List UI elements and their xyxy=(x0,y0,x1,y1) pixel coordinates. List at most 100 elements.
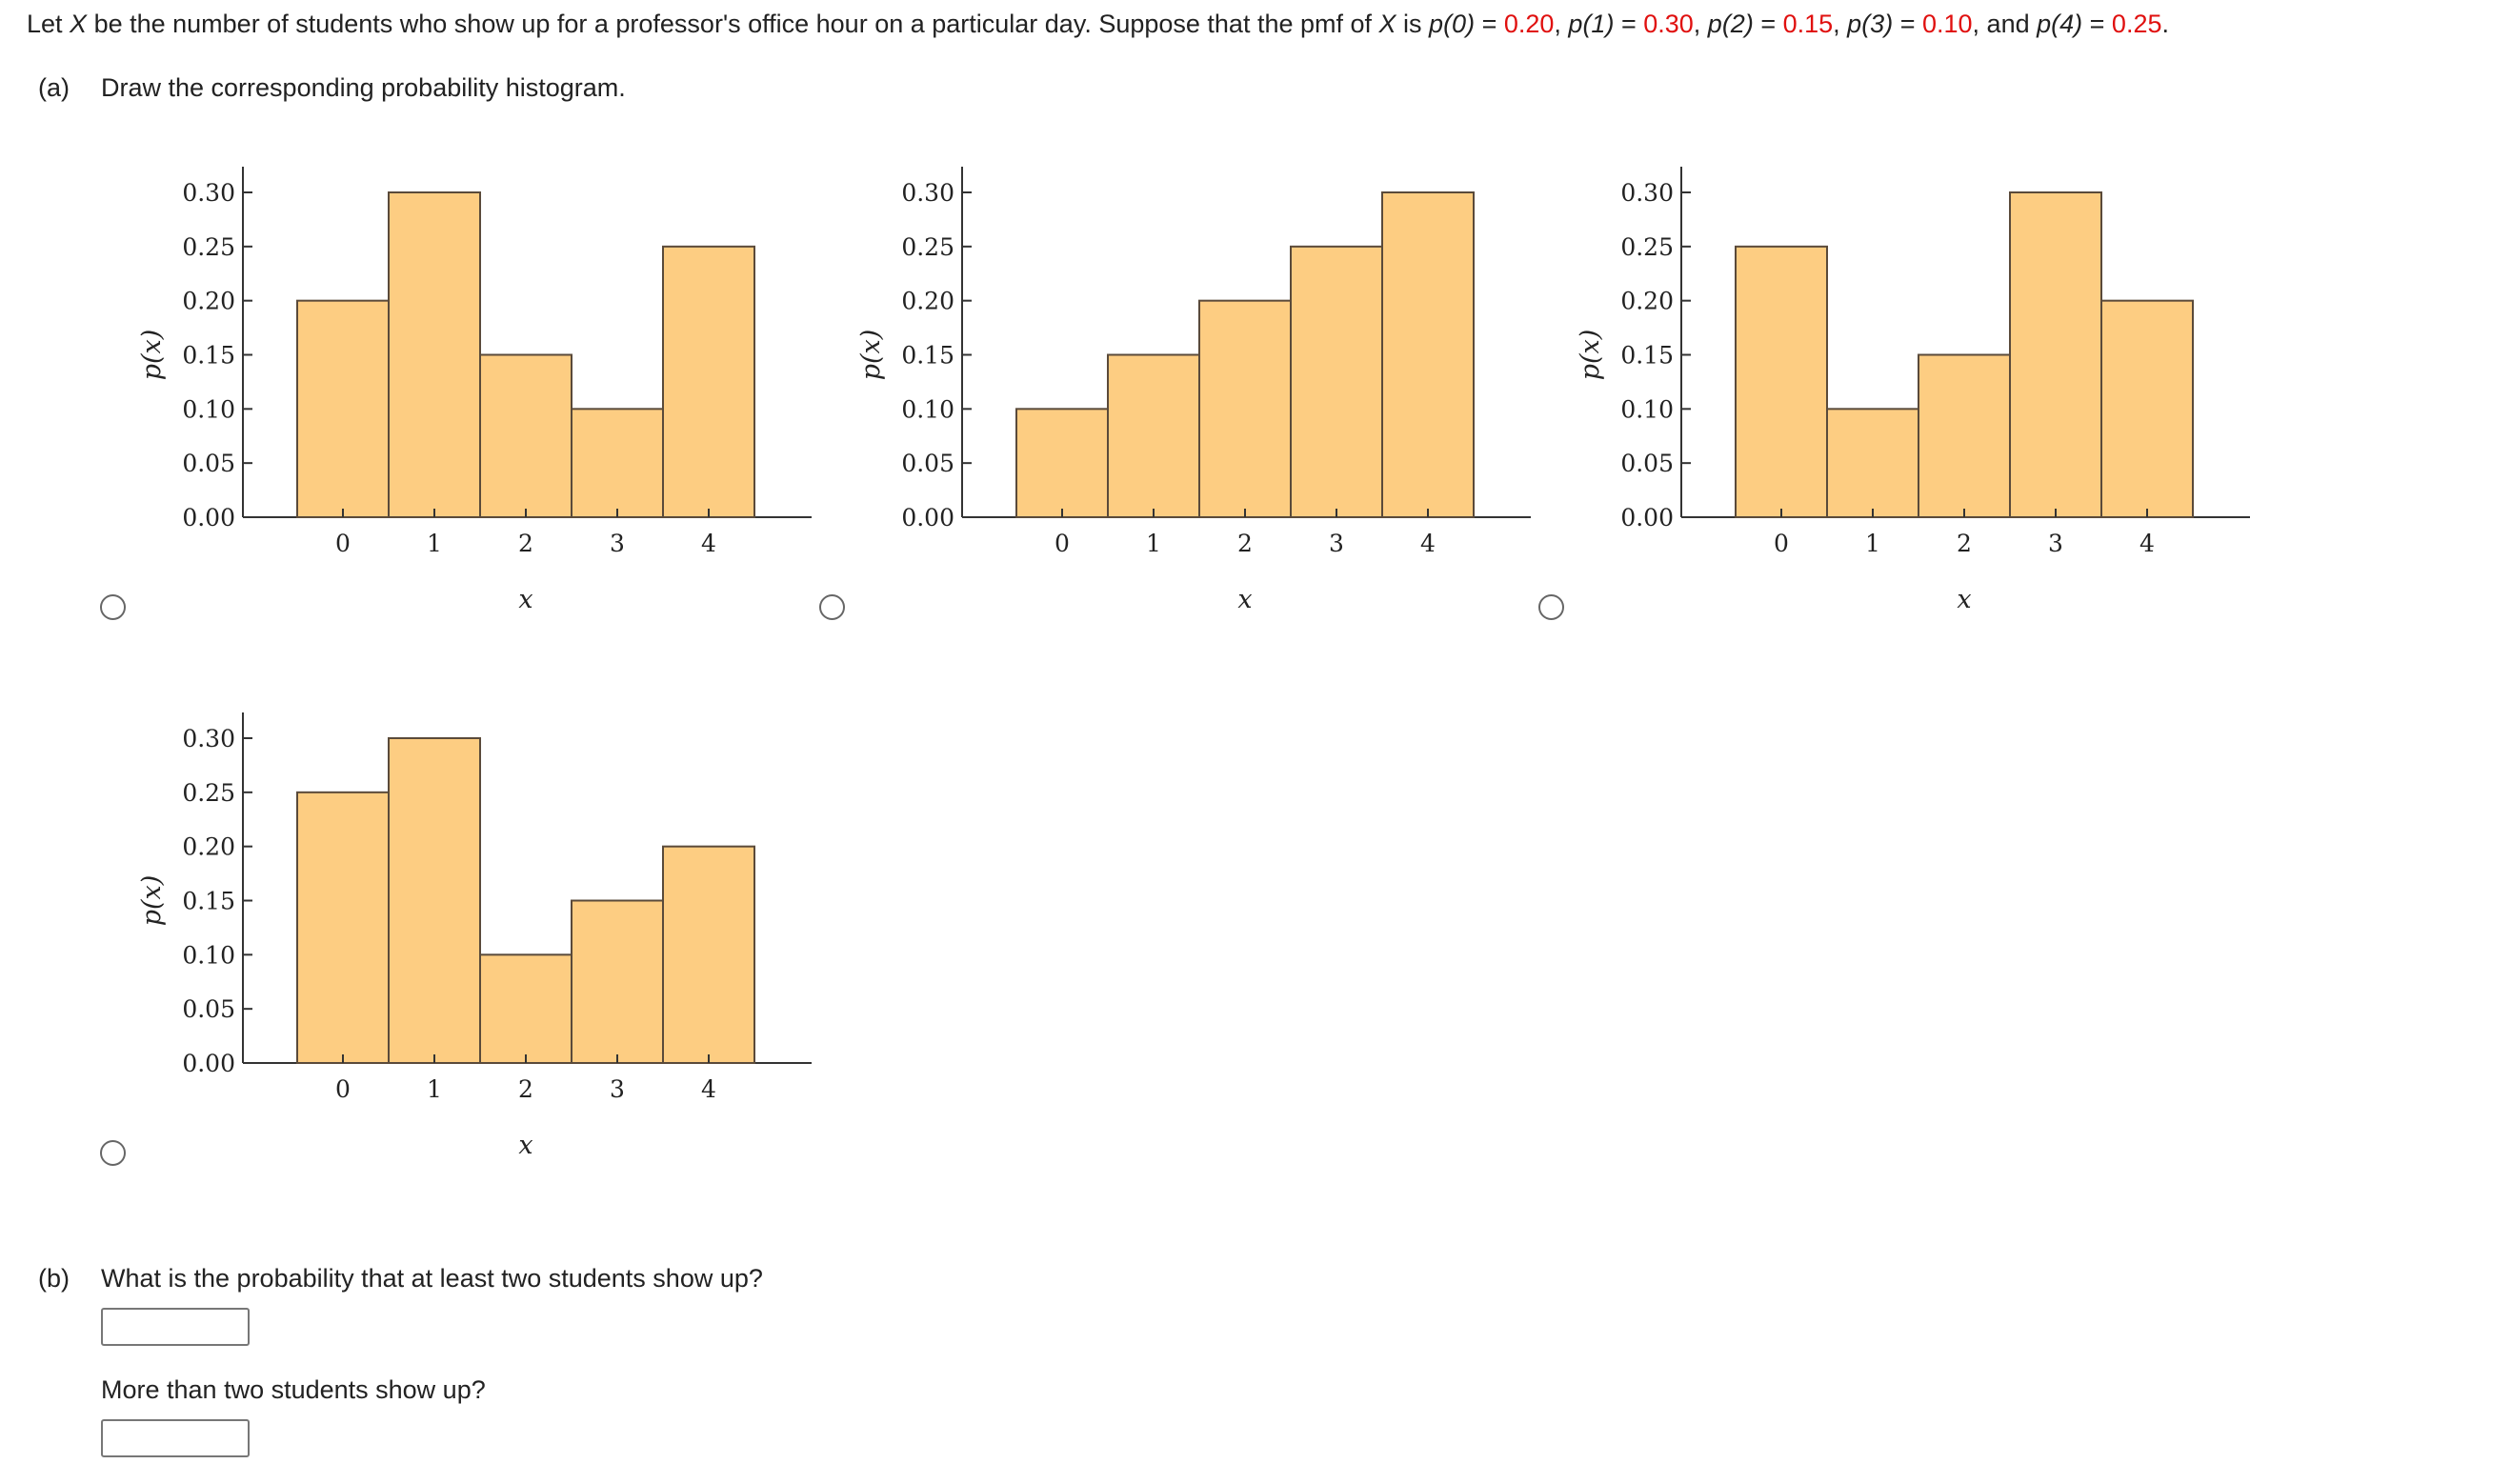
pmf-0: p(0) = 0.20, xyxy=(1429,10,1569,38)
y-tick-label: 0.20 xyxy=(1620,288,1674,315)
y-tick-label: 0.15 xyxy=(901,342,954,370)
x-tick-label: 3 xyxy=(1329,530,1344,557)
y-tick-label: 0.25 xyxy=(901,233,954,261)
x-tick-label: 3 xyxy=(610,530,625,557)
y-tick-label: 0.00 xyxy=(182,504,235,531)
histogram-bar xyxy=(662,245,755,518)
y-tick-label: 0.30 xyxy=(1620,179,1674,207)
y-axis-label: p(x) xyxy=(856,330,886,381)
and-word: and xyxy=(1986,10,2030,38)
histogram-bar xyxy=(1381,191,1475,518)
y-tick-label: 0.30 xyxy=(901,179,954,207)
answer-at-least-two-input[interactable] xyxy=(101,1308,250,1346)
y-tick-label: 0.30 xyxy=(182,179,235,207)
x-tick-label: 1 xyxy=(427,530,442,557)
histogram-bar xyxy=(1107,353,1200,518)
x-tick-label: 2 xyxy=(1237,530,1253,557)
intro-text: Let xyxy=(27,10,70,38)
var-x: X xyxy=(70,10,88,38)
x-tick-label: 0 xyxy=(1774,530,1789,557)
histogram-option-2: 0.00 0.05 0.10 0.15 0.20 0.25 0.30 0 1 2 3 4 x p(x) xyxy=(853,157,1538,633)
histogram-bar xyxy=(479,353,573,518)
y-tick-label: 0.30 xyxy=(182,725,235,752)
x-tick-label: 0 xyxy=(335,530,351,557)
x-tick-label: 1 xyxy=(1146,530,1161,557)
pmf-3: p(3) = 0.10, and xyxy=(1847,10,2030,38)
histogram-bar xyxy=(1198,299,1292,518)
part-b-label: (b) xyxy=(38,1264,70,1293)
y-axis-label: p(x) xyxy=(137,330,167,381)
part-a-text: Draw the corresponding probability histo… xyxy=(101,73,626,102)
y-tick-label: 0.05 xyxy=(182,995,235,1023)
answer-more-than-two-input[interactable] xyxy=(101,1419,250,1457)
histogram-bar xyxy=(571,408,664,519)
y-tick-label: 0.05 xyxy=(182,450,235,477)
y-tick-label: 0.10 xyxy=(901,395,954,423)
y-tick-label: 0.05 xyxy=(901,450,954,477)
x-tick-label: 2 xyxy=(1957,530,1972,557)
radio-option-1[interactable] xyxy=(100,594,126,620)
y-tick-label: 0.15 xyxy=(1620,342,1674,370)
histogram-bar xyxy=(571,899,664,1064)
y-axis-label: p(x) xyxy=(1576,330,1605,381)
histogram-svg-1: 0.00 0.05 0.10 0.15 0.20 0.25 0.30 0 1 2 3 4 x p(x) xyxy=(137,167,812,614)
x-tick-label: 4 xyxy=(1420,530,1436,557)
pmf-2: p(2) = 0.15, xyxy=(1707,10,1848,38)
histogram-svg-2: 0.00 0.05 0.10 0.15 0.20 0.25 0.30 0 1 2 3 4 x p(x) xyxy=(856,167,1531,614)
part-a-label: (a) xyxy=(38,73,70,102)
y-tick-label: 0.25 xyxy=(182,233,235,261)
part-b: (b) What is the probability that at least… xyxy=(38,1264,763,1293)
histogram-bar xyxy=(1735,245,1828,518)
pmf-1: p(1) = 0.30, xyxy=(1568,10,1708,38)
x-tick-label: 2 xyxy=(518,530,533,557)
x-tick-label: 0 xyxy=(1055,530,1070,557)
y-tick-label: 0.10 xyxy=(182,941,235,969)
x-axis-label: x xyxy=(1957,585,1971,614)
histogram-option-1: 0.00 0.05 0.10 0.15 0.20 0.25 0.30 0 1 2 3 4 x p(x) xyxy=(133,157,819,633)
x-tick-label: 0 xyxy=(335,1075,351,1103)
part-a: (a) Draw the corresponding probability hi… xyxy=(38,73,626,103)
y-tick-label: 0.05 xyxy=(1620,450,1674,477)
y-tick-label: 0.00 xyxy=(901,504,954,531)
radio-option-2[interactable] xyxy=(819,594,845,620)
histogram-bar xyxy=(479,953,573,1065)
histogram-bar xyxy=(388,737,481,1064)
x-tick-label: 2 xyxy=(518,1075,533,1103)
y-axis-label: p(x) xyxy=(137,875,167,927)
histogram-bar xyxy=(296,791,390,1064)
intro-text-3: is xyxy=(1396,10,1430,38)
y-tick-label: 0.25 xyxy=(182,779,235,807)
y-tick-label: 0.10 xyxy=(1620,395,1674,423)
x-axis-label: x xyxy=(1237,585,1252,614)
x-tick-label: 4 xyxy=(701,1075,716,1103)
x-tick-label: 3 xyxy=(610,1075,625,1103)
histogram-bar xyxy=(388,191,481,518)
y-tick-label: 0.15 xyxy=(182,342,235,370)
histogram-bar xyxy=(662,845,755,1064)
pmf-4: p(4) = 0.25. xyxy=(2037,10,2169,38)
problem-statement: Let X be the number of students who show… xyxy=(27,10,2169,39)
radio-option-4[interactable] xyxy=(100,1140,126,1166)
histogram-bar xyxy=(1015,408,1109,519)
histogram-bar xyxy=(2100,299,2194,518)
histogram-bar xyxy=(2009,191,2102,518)
y-tick-label: 0.20 xyxy=(182,288,235,315)
histogram-option-3: 0.00 0.05 0.10 0.15 0.20 0.25 0.30 0 1 2 3 4 x p(x) xyxy=(1572,157,2258,633)
histogram-bar xyxy=(296,299,390,518)
histogram-bar xyxy=(1826,408,1919,519)
y-tick-label: 0.25 xyxy=(1620,233,1674,261)
histogram-option-4: 0.00 0.05 0.10 0.15 0.20 0.25 0.30 0 1 2 3 4 x p(x) xyxy=(133,703,819,1179)
part-b-text: What is the probability that at least tw… xyxy=(101,1264,763,1293)
histogram-svg-4: 0.00 0.05 0.10 0.15 0.20 0.25 0.30 0 1 2 3 4 x p(x) xyxy=(137,712,812,1160)
radio-option-3[interactable] xyxy=(1538,594,1564,620)
var-x-2: X xyxy=(1378,10,1396,38)
more-than-two-question: More than two students show up? xyxy=(101,1375,486,1404)
x-tick-label: 1 xyxy=(427,1075,442,1103)
x-tick-label: 4 xyxy=(2139,530,2155,557)
y-tick-label: 0.10 xyxy=(182,395,235,423)
histogram-bar xyxy=(1918,353,2011,518)
y-tick-label: 0.00 xyxy=(182,1050,235,1077)
x-axis-label: x xyxy=(518,585,532,614)
y-tick-label: 0.20 xyxy=(182,833,235,861)
x-tick-label: 3 xyxy=(2048,530,2063,557)
